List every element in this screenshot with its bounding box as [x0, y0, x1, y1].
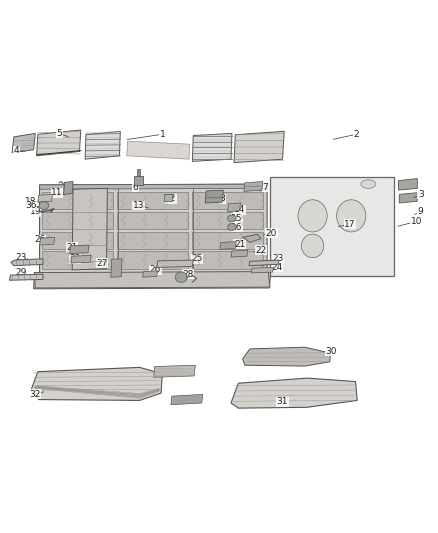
Polygon shape — [243, 347, 331, 366]
Text: 20: 20 — [266, 229, 277, 238]
Polygon shape — [42, 212, 113, 229]
Polygon shape — [137, 169, 140, 175]
Text: 18: 18 — [25, 197, 37, 206]
Ellipse shape — [361, 180, 376, 188]
Polygon shape — [39, 184, 268, 189]
Polygon shape — [192, 252, 263, 269]
Ellipse shape — [228, 223, 236, 230]
Text: 26: 26 — [34, 236, 45, 245]
Text: 13: 13 — [133, 201, 144, 210]
Text: 4: 4 — [14, 146, 19, 155]
Text: 17: 17 — [344, 220, 356, 229]
Ellipse shape — [228, 215, 236, 222]
Text: 15: 15 — [231, 214, 243, 223]
Text: 25: 25 — [191, 254, 202, 263]
Ellipse shape — [39, 201, 49, 209]
Polygon shape — [143, 271, 158, 277]
Text: 21: 21 — [234, 240, 245, 249]
Text: 12: 12 — [165, 194, 177, 203]
Polygon shape — [171, 394, 203, 405]
Text: 10: 10 — [411, 217, 422, 226]
Polygon shape — [234, 131, 284, 163]
Polygon shape — [39, 237, 55, 245]
Polygon shape — [10, 274, 43, 280]
Text: 27: 27 — [96, 259, 108, 268]
Text: 28: 28 — [182, 270, 194, 279]
Polygon shape — [270, 177, 394, 276]
Text: 9: 9 — [418, 207, 424, 216]
Polygon shape — [243, 235, 261, 243]
Polygon shape — [31, 367, 162, 400]
Text: 2: 2 — [353, 130, 359, 139]
Text: 24: 24 — [271, 263, 283, 272]
Polygon shape — [35, 272, 270, 288]
Polygon shape — [231, 250, 248, 257]
Polygon shape — [228, 203, 240, 212]
Text: 22: 22 — [70, 254, 81, 263]
Text: 6: 6 — [132, 183, 138, 191]
Polygon shape — [36, 130, 81, 156]
Polygon shape — [111, 259, 122, 277]
Polygon shape — [192, 232, 263, 249]
Polygon shape — [157, 260, 193, 268]
Text: 29: 29 — [15, 269, 26, 278]
Polygon shape — [34, 272, 271, 289]
Polygon shape — [205, 190, 223, 203]
Polygon shape — [154, 365, 195, 377]
Polygon shape — [399, 179, 417, 190]
Polygon shape — [11, 259, 43, 265]
Text: 32: 32 — [30, 390, 41, 399]
Ellipse shape — [298, 200, 327, 232]
Polygon shape — [231, 378, 357, 408]
Polygon shape — [117, 232, 188, 249]
Polygon shape — [192, 212, 263, 229]
Polygon shape — [39, 184, 267, 273]
Text: 8: 8 — [219, 194, 225, 203]
Polygon shape — [192, 192, 263, 209]
Polygon shape — [12, 133, 35, 153]
Polygon shape — [134, 175, 143, 185]
Polygon shape — [38, 195, 53, 202]
Polygon shape — [249, 260, 279, 265]
Text: 36: 36 — [25, 201, 37, 210]
Text: 26: 26 — [150, 265, 161, 274]
Polygon shape — [251, 268, 273, 273]
Ellipse shape — [337, 200, 366, 232]
Polygon shape — [117, 192, 188, 209]
Text: 14: 14 — [234, 205, 245, 214]
Polygon shape — [85, 131, 120, 159]
Ellipse shape — [175, 272, 187, 282]
Text: 22: 22 — [255, 246, 267, 255]
Polygon shape — [164, 193, 172, 201]
Text: 11: 11 — [51, 188, 63, 197]
Polygon shape — [192, 133, 232, 161]
Polygon shape — [399, 192, 417, 203]
Text: 30: 30 — [326, 347, 337, 356]
Polygon shape — [244, 182, 263, 191]
Polygon shape — [42, 252, 113, 269]
Polygon shape — [42, 232, 113, 249]
Text: 5: 5 — [57, 129, 62, 138]
Polygon shape — [71, 255, 91, 263]
Polygon shape — [70, 245, 89, 254]
Text: 3: 3 — [418, 190, 424, 199]
Polygon shape — [117, 212, 188, 229]
Ellipse shape — [301, 234, 324, 257]
Polygon shape — [117, 252, 188, 269]
Polygon shape — [42, 192, 113, 209]
Text: 21: 21 — [67, 243, 78, 252]
Polygon shape — [127, 141, 190, 159]
Text: 31: 31 — [277, 397, 288, 406]
Text: 16: 16 — [231, 222, 243, 231]
Text: 19: 19 — [29, 207, 41, 216]
Polygon shape — [220, 241, 236, 249]
Text: 23: 23 — [15, 253, 26, 262]
Text: 23: 23 — [272, 254, 284, 263]
Text: 1: 1 — [159, 130, 165, 139]
Polygon shape — [64, 182, 73, 195]
Polygon shape — [72, 188, 107, 270]
Text: 7: 7 — [262, 183, 268, 191]
